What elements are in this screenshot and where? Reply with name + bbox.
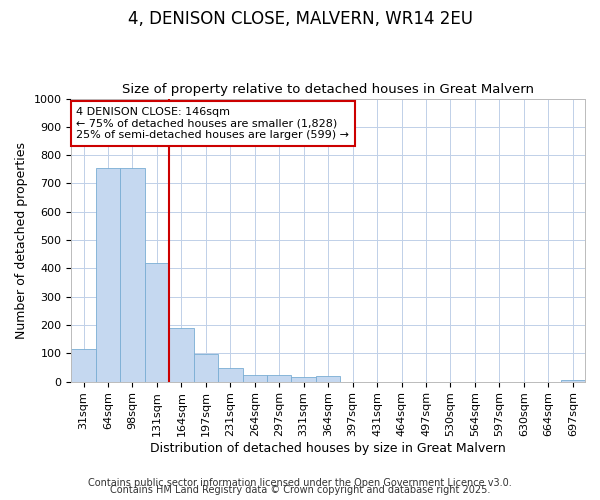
Title: Size of property relative to detached houses in Great Malvern: Size of property relative to detached ho… xyxy=(122,83,534,96)
Bar xyxy=(316,376,340,382)
Text: 4 DENISON CLOSE: 146sqm
← 75% of detached houses are smaller (1,828)
25% of semi: 4 DENISON CLOSE: 146sqm ← 75% of detache… xyxy=(76,107,349,140)
X-axis label: Distribution of detached houses by size in Great Malvern: Distribution of detached houses by size … xyxy=(150,442,506,455)
Y-axis label: Number of detached properties: Number of detached properties xyxy=(15,142,28,338)
Bar xyxy=(560,380,585,382)
Bar xyxy=(169,328,194,382)
Text: 4, DENISON CLOSE, MALVERN, WR14 2EU: 4, DENISON CLOSE, MALVERN, WR14 2EU xyxy=(128,10,473,28)
Bar xyxy=(292,378,316,382)
Bar xyxy=(120,168,145,382)
Bar xyxy=(218,368,242,382)
Bar xyxy=(267,376,292,382)
Bar xyxy=(145,262,169,382)
Bar xyxy=(194,354,218,382)
Bar xyxy=(242,376,267,382)
Text: Contains HM Land Registry data © Crown copyright and database right 2025.: Contains HM Land Registry data © Crown c… xyxy=(110,485,490,495)
Text: Contains public sector information licensed under the Open Government Licence v3: Contains public sector information licen… xyxy=(88,478,512,488)
Bar xyxy=(96,168,120,382)
Bar xyxy=(71,349,96,382)
